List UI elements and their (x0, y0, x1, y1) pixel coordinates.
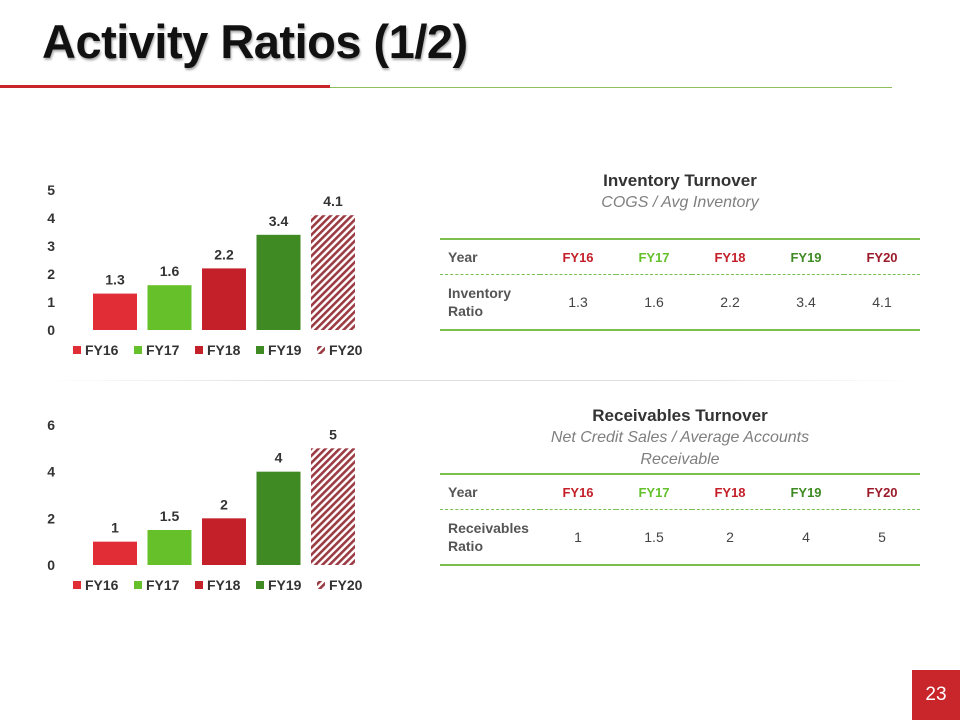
legend-label: FY18 (207, 577, 241, 593)
table-cell: 4 (768, 509, 844, 566)
bar-fy20 (311, 215, 355, 330)
inventory-ratio-bar-chart: 0 1 2 3 4 5 1.3 1.6 2.2 3.4 4.1 FY16 FY17 FY18 FY19 FY2… (47, 182, 363, 358)
receivables-ratio-row-label: Receivables Ratio (440, 509, 540, 566)
bar-fy18 (202, 518, 246, 565)
receivables-ratio-bar-chart: 0 2 4 6 1 1.5 2 4 5 FY16 FY17 FY18 FY19 FY20 (47, 417, 363, 593)
data-label: 4 (275, 450, 283, 466)
legend-swatch (256, 346, 264, 354)
y-tick-label: 4 (47, 210, 55, 226)
y-tick-label: 5 (47, 182, 55, 198)
receivables-ratio-table: Year FY16 FY17 FY18 FY19 FY20 Receivable… (440, 473, 920, 566)
bar-fy17 (147, 285, 192, 330)
y-tick-label: 3 (47, 238, 55, 254)
legend-label: FY17 (146, 342, 180, 358)
page-number: 23 (912, 670, 960, 720)
table-cell: 1.6 (616, 274, 692, 331)
y-tick-label: 2 (47, 266, 55, 282)
table-cell: 1.3 (540, 274, 616, 331)
y-tick-label: 4 (47, 464, 55, 480)
legend-label: FY18 (207, 342, 241, 358)
year-label-fy20: FY20 (844, 473, 920, 510)
table-header-row: Year FY16 FY17 FY18 FY19 FY20 (440, 473, 920, 510)
inventory-ratio-table: Year FY16 FY17 FY18 FY19 FY20 Inventory … (440, 238, 920, 331)
table-header-row: Year FY16 FY17 FY18 FY19 FY20 (440, 238, 920, 275)
bar-fy18 (202, 268, 246, 330)
year-label-fy18: FY18 (692, 473, 768, 510)
table-cell: 2.2 (692, 274, 768, 331)
table-cell: 4.1 (844, 274, 920, 331)
table-cell: 5 (844, 509, 920, 566)
data-label: 2.2 (214, 246, 234, 262)
legend-swatch (134, 346, 142, 354)
legend-label: FY17 (146, 577, 180, 593)
table-cell: 2 (692, 509, 768, 566)
legend-label: FY20 (329, 342, 363, 358)
bar-fy19 (256, 471, 301, 565)
y-tick-label: 0 (47, 322, 55, 338)
bar-fy17 (147, 530, 192, 565)
bar-fy16 (93, 541, 137, 565)
data-label: 5 (329, 426, 337, 442)
data-label: 2 (220, 496, 228, 512)
year-header: Year (440, 473, 540, 510)
legend-label: FY16 (85, 342, 119, 358)
slide-title: Activity Ratios (1/2) (42, 15, 468, 68)
legend-swatch (317, 346, 325, 354)
year-label-fy19: FY19 (768, 473, 844, 510)
y-tick-label: 1 (47, 294, 55, 310)
table-cell: 1.5 (616, 509, 692, 566)
inventory-turnover-heading: Inventory Turnover (603, 171, 757, 190)
receivables-turnover-formula: Net Credit Sales / Average Accounts Rece… (550, 429, 810, 468)
legend-swatch (195, 581, 203, 589)
legend-swatch (317, 581, 325, 589)
year-label-fy20: FY20 (844, 238, 920, 275)
year-label-fy16: FY16 (540, 238, 616, 275)
bar-fy20 (311, 448, 355, 565)
legend-swatch (256, 581, 264, 589)
y-tick-label: 2 (47, 510, 55, 526)
section-divider (40, 380, 920, 381)
data-label: 1.3 (105, 272, 125, 288)
year-label-fy17: FY17 (616, 473, 692, 510)
legend-swatch (73, 581, 81, 589)
table-row: Receivables Ratio 1 1.5 2 4 5 (440, 509, 920, 566)
y-tick-label: 0 (47, 557, 55, 573)
inventory-turnover-formula: COGS / Avg Inventory (601, 194, 759, 211)
legend-label: FY20 (329, 577, 363, 593)
year-label-fy16: FY16 (540, 473, 616, 510)
bar-fy16 (93, 293, 137, 330)
data-label: 4.1 (323, 193, 343, 209)
legend-swatch (195, 346, 203, 354)
bar-fy19 (256, 234, 301, 330)
legend-label: FY19 (268, 342, 302, 358)
year-label-fy18: FY18 (692, 238, 768, 275)
year-label-fy17: FY17 (616, 238, 692, 275)
data-label: 1 (111, 520, 119, 536)
inventory-turnover-panel: Inventory Turnover COGS / Avg Inventory … (440, 170, 920, 340)
receivables-turnover-panel: Receivables Turnover Net Credit Sales / … (440, 405, 920, 575)
legend-label: FY16 (85, 577, 119, 593)
inventory-ratio-row-label: Inventory Ratio (440, 274, 540, 331)
data-label: 1.5 (160, 508, 180, 524)
legend-swatch (73, 346, 81, 354)
title-underline-red (0, 85, 330, 88)
legend-label: FY19 (268, 577, 302, 593)
table-cell: 1 (540, 509, 616, 566)
table-row: Inventory Ratio 1.3 1.6 2.2 3.4 4.1 (440, 274, 920, 331)
table-cell: 3.4 (768, 274, 844, 331)
data-label: 1.6 (160, 263, 180, 279)
year-label-fy19: FY19 (768, 238, 844, 275)
receivables-turnover-heading: Receivables Turnover (592, 406, 768, 425)
legend-swatch (134, 581, 142, 589)
data-label: 3.4 (269, 213, 289, 229)
year-header: Year (440, 238, 540, 275)
title-underline-green (330, 87, 892, 88)
y-tick-label: 6 (47, 417, 55, 433)
